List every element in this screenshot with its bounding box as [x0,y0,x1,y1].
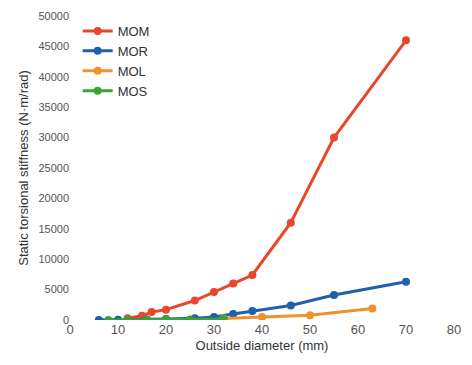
svg-text:Static torsional stiffness (N·: Static torsional stiffness (N·m/rad) [16,70,31,266]
svg-text:MOS: MOS [118,84,148,99]
svg-text:35000: 35000 [38,101,69,113]
svg-text:30000: 30000 [38,131,69,143]
svg-text:0: 0 [63,314,69,326]
svg-text:MOL: MOL [118,64,146,79]
svg-text:0: 0 [66,322,73,337]
svg-text:10000: 10000 [38,253,69,265]
svg-text:10: 10 [111,322,125,337]
svg-text:20000: 20000 [38,192,69,204]
svg-text:40: 40 [255,322,269,337]
svg-text:70: 70 [399,322,413,337]
svg-text:50000: 50000 [38,10,69,22]
svg-text:MOR: MOR [118,44,148,59]
svg-text:50: 50 [303,322,317,337]
svg-text:15000: 15000 [38,223,69,235]
svg-text:Outside diameter (mm): Outside diameter (mm) [196,338,329,353]
svg-text:25000: 25000 [38,162,69,174]
svg-text:5000: 5000 [45,283,69,295]
svg-text:45000: 45000 [38,40,69,52]
svg-text:30: 30 [207,322,221,337]
svg-text:60: 60 [351,322,365,337]
svg-text:40000: 40000 [38,71,69,83]
svg-text:MOM: MOM [118,24,150,39]
svg-text:20: 20 [159,322,173,337]
svg-text:80: 80 [447,322,461,337]
